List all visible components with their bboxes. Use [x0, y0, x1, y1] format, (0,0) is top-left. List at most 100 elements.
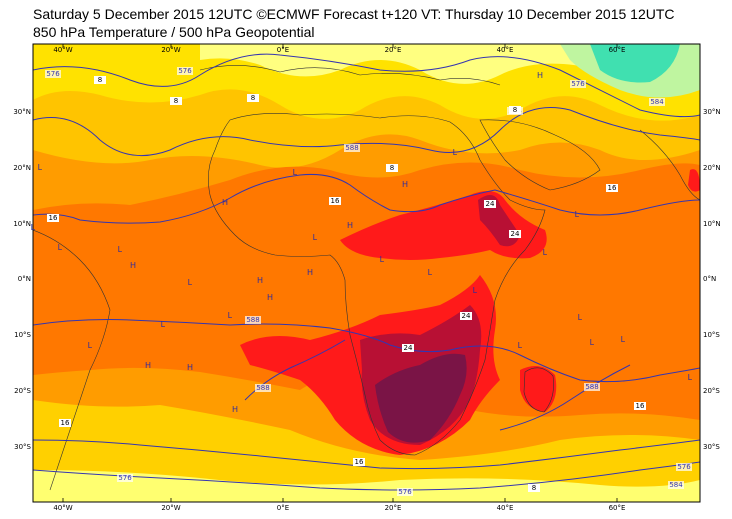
low-pressure-marker: L	[118, 245, 123, 254]
temperature-contour-label: 8	[532, 484, 536, 492]
low-pressure-marker: L	[518, 341, 523, 350]
temperature-label-bg	[606, 184, 618, 192]
longitude-tick-label: 60°E	[609, 504, 626, 512]
high-pressure-marker: H	[187, 363, 193, 372]
temperature-contour-label: 16	[608, 184, 617, 192]
temperature-label-bg	[386, 164, 398, 172]
contour-label-bg	[397, 488, 413, 496]
temperature-label-bg	[634, 402, 646, 410]
contour-label-bg	[45, 70, 61, 78]
high-pressure-marker: H	[130, 261, 136, 270]
low-pressure-marker: L	[453, 148, 458, 157]
temperature-label-bg	[484, 200, 496, 208]
high-pressure-marker: H	[257, 276, 263, 285]
red-madagascar	[520, 366, 557, 412]
latitude-tick-label: 0°N	[703, 275, 716, 283]
longitude-labels-top: 40°W 20°W 0°E 20°E 40°E 60°E	[53, 46, 625, 54]
high-pressure-marker: H	[145, 361, 151, 370]
contour-576-south	[33, 461, 700, 491]
geopotential-contour-label: 584	[669, 481, 683, 489]
arabia-coast	[479, 119, 601, 191]
north-cool-green	[590, 44, 680, 83]
temperature-labels: 8 8 8 8 8 16 16 16 16 16 16 24 24 24 24 8	[47, 76, 646, 492]
geopotential-contour-label: 588	[585, 383, 598, 391]
temperature-contour-label: 16	[49, 214, 58, 222]
contour-label-bg	[255, 384, 271, 392]
low-pressure-marker: L	[688, 373, 693, 382]
temperature-contour-label: 24	[486, 200, 495, 208]
temperature-contour-label: 16	[636, 402, 645, 410]
temperature-contour-label: 16	[331, 197, 340, 205]
contour-588-tropic	[33, 174, 700, 224]
temperature-label-bg	[59, 419, 71, 427]
contour-label-bg	[117, 474, 133, 482]
low-pressure-marker: L	[38, 163, 43, 172]
latitude-tick-label: 30°N	[13, 108, 31, 116]
latitude-tick-label: 30°S	[14, 443, 31, 451]
latitude-tick-label: 20°N	[13, 164, 31, 172]
temperature-contour-label: 24	[511, 230, 520, 238]
contour-label-bg	[676, 463, 692, 471]
geopotential-contour-label: 584	[650, 98, 664, 106]
temperature-label-bg	[528, 484, 540, 492]
contour-label-bg	[245, 316, 261, 324]
contour-584-lower	[33, 439, 700, 470]
low-pressure-marker: L	[473, 286, 478, 295]
tick-marks	[62, 44, 618, 502]
contour-label-bg	[570, 80, 586, 88]
longitude-tick-label: 20°E	[385, 504, 402, 512]
longitude-tick-label: 0°E	[277, 46, 289, 54]
temperature-contour-label: 16	[355, 458, 364, 466]
south-america-coast	[33, 229, 111, 491]
high-pressure-marker: H	[402, 180, 408, 189]
geopotential-contour-label: 588	[345, 144, 358, 152]
temperature-label-bg	[509, 106, 521, 114]
high-pressure-marker: H	[222, 198, 228, 207]
longitude-labels-bottom: 40°W 20°W 0°E 20°E 40°E 60°E	[53, 504, 625, 512]
low-pressure-marker: L	[228, 311, 233, 320]
low-pressure-marker: L	[293, 168, 298, 177]
low-pressure-marker: L	[578, 313, 583, 322]
red-east-edge	[688, 169, 700, 192]
temperature-contour-label: 8	[251, 94, 255, 102]
low-pressure-marker: L	[543, 248, 548, 257]
temperature-label-bg	[170, 97, 182, 105]
temperature-label-bg	[509, 230, 521, 238]
temperature-label-bg	[353, 458, 365, 466]
africa-coast	[208, 113, 546, 456]
latitude-tick-label: 20°S	[14, 387, 31, 395]
madagascar-coast	[523, 367, 554, 413]
temperature-contour-label: 8	[513, 106, 517, 114]
longitude-tick-label: 40°W	[53, 504, 72, 512]
map-subtitle: 850 hPa Temperature / 500 hPa Geopotenti…	[33, 24, 315, 40]
high-pressure-marker: H	[267, 293, 273, 302]
longitude-tick-label: 40°E	[497, 504, 514, 512]
contour-label-bg	[344, 144, 360, 152]
low-pressure-marker: L	[590, 338, 595, 347]
longitude-tick-label: 40°W	[53, 46, 72, 54]
contour-584-southeast	[499, 364, 631, 431]
temperature-contour-label: 24	[462, 312, 471, 320]
latitude-tick-label: 0°N	[18, 275, 31, 283]
longitude-tick-label: 20°W	[161, 46, 180, 54]
low-pressure-marker: L	[88, 341, 93, 350]
india-coast	[639, 129, 700, 201]
longitude-tick-label: 0°E	[277, 504, 289, 512]
latitude-labels-left: 30°N 20°N 10°N 0°N 10°S 20°S 30°S	[13, 108, 31, 451]
low-pressure-marker: L	[428, 268, 433, 277]
latitude-labels-right: 30°N 20°N 10°N 0°N 10°S 20°S 30°S	[703, 108, 721, 451]
south-pale-yellow	[33, 470, 700, 502]
latitude-tick-label: 10°N	[13, 220, 31, 228]
geopotential-contour-label: 588	[256, 384, 269, 392]
geopotential-contour-label: 576	[571, 80, 585, 88]
geopotential-contour-label: 576	[46, 70, 60, 78]
temperature-label-bg	[94, 76, 106, 84]
temperature-field	[33, 44, 700, 502]
latitude-tick-label: 30°N	[703, 108, 721, 116]
low-pressure-marker: L	[575, 210, 580, 219]
temperature-contour-label: 8	[98, 76, 102, 84]
geopotential-contour-label: 588	[246, 316, 259, 324]
low-pressure-marker: L	[58, 243, 63, 252]
longitude-tick-label: 60°E	[609, 46, 626, 54]
